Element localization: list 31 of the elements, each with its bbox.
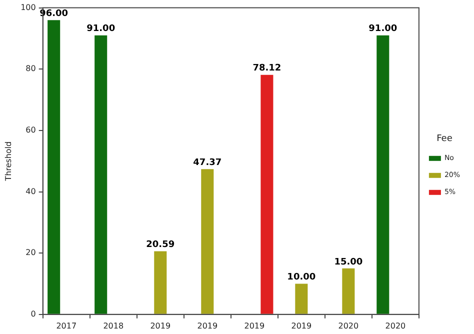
x-tick-label: 2020	[385, 321, 406, 330]
data-label: 15.00	[334, 257, 363, 268]
x-tick-label: 2019	[244, 321, 265, 330]
x-tick-label: 2019	[291, 321, 312, 330]
y-tick-label: 100	[20, 2, 36, 12]
x-tick-label: 2018	[103, 321, 124, 330]
x-tick-label: 2020	[338, 321, 359, 330]
bar	[154, 251, 167, 314]
bar	[376, 35, 390, 314]
bar	[94, 35, 108, 314]
bar	[48, 20, 60, 314]
y-tick-label: 0	[30, 309, 36, 318]
x-tick-label: 2017	[56, 321, 77, 330]
y-tick-label: 80	[26, 64, 36, 74]
data-label: 10.00	[287, 272, 316, 283]
bar	[201, 169, 214, 314]
data-label: 20.59	[146, 240, 175, 250]
y-tick-label: 40	[26, 186, 36, 196]
data-label: 91.00	[86, 24, 116, 34]
y-tick-label: 20	[26, 248, 36, 258]
legend-title: Fee	[436, 134, 453, 144]
data-label: 78.12	[252, 64, 282, 74]
x-tick-label: 2019	[150, 321, 171, 330]
data-label: 91.00	[368, 24, 398, 34]
bar	[260, 74, 274, 314]
data-label: 47.37	[193, 158, 222, 168]
y-axis-title: Threshold	[4, 141, 13, 182]
bar	[295, 284, 308, 314]
bar	[342, 268, 355, 314]
x-tick-label: 2019	[197, 321, 218, 330]
y-tick-label: 60	[26, 126, 36, 135]
